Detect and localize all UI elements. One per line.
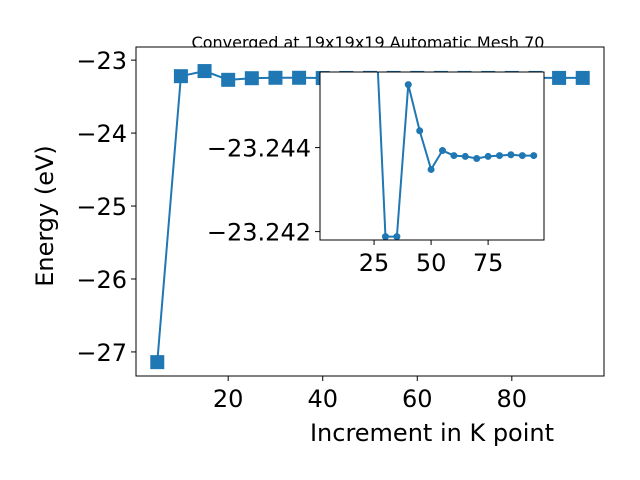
marker <box>518 152 526 160</box>
marker <box>221 72 236 87</box>
marker <box>461 152 469 160</box>
y-tick-label: −23.242 <box>207 219 311 247</box>
x-tick-label: 80 <box>497 385 528 413</box>
plot-area <box>376 72 538 240</box>
marker <box>575 70 590 85</box>
marker <box>404 81 412 89</box>
marker <box>197 64 212 79</box>
axes-frame <box>135 46 605 377</box>
marker <box>438 147 446 155</box>
x-tick-label: 60 <box>402 385 433 413</box>
marker <box>173 69 188 84</box>
marker <box>473 155 481 163</box>
x-tick-label: 20 <box>213 385 244 413</box>
y-tick-label: −23 <box>76 47 127 75</box>
y-tick-label: −23.244 <box>207 135 311 163</box>
marker <box>244 71 259 86</box>
y-tick-label: −24 <box>76 120 127 148</box>
y-axis-label: Energy (eV) <box>31 145 59 287</box>
axes-frame <box>319 71 545 241</box>
y-tick-label: −27 <box>76 339 127 367</box>
y-tick-label: −25 <box>76 193 127 221</box>
marker <box>507 151 515 159</box>
marker <box>530 152 538 160</box>
marker <box>484 152 492 160</box>
x-tick-label: 25 <box>359 249 390 277</box>
marker <box>496 152 504 160</box>
marker <box>450 152 458 160</box>
marker <box>416 127 424 135</box>
y-tick-label: −26 <box>76 266 127 294</box>
x-tick-label: 75 <box>473 249 504 277</box>
marker <box>427 165 435 173</box>
x-tick-label: 40 <box>307 385 338 413</box>
marker <box>150 355 165 370</box>
x-axis-label: Increment in K point <box>310 419 554 447</box>
marker <box>552 70 567 85</box>
marker <box>393 233 401 240</box>
x-tick-label: 50 <box>416 249 447 277</box>
marker <box>381 233 389 240</box>
marker <box>268 70 283 85</box>
marker <box>292 70 307 85</box>
